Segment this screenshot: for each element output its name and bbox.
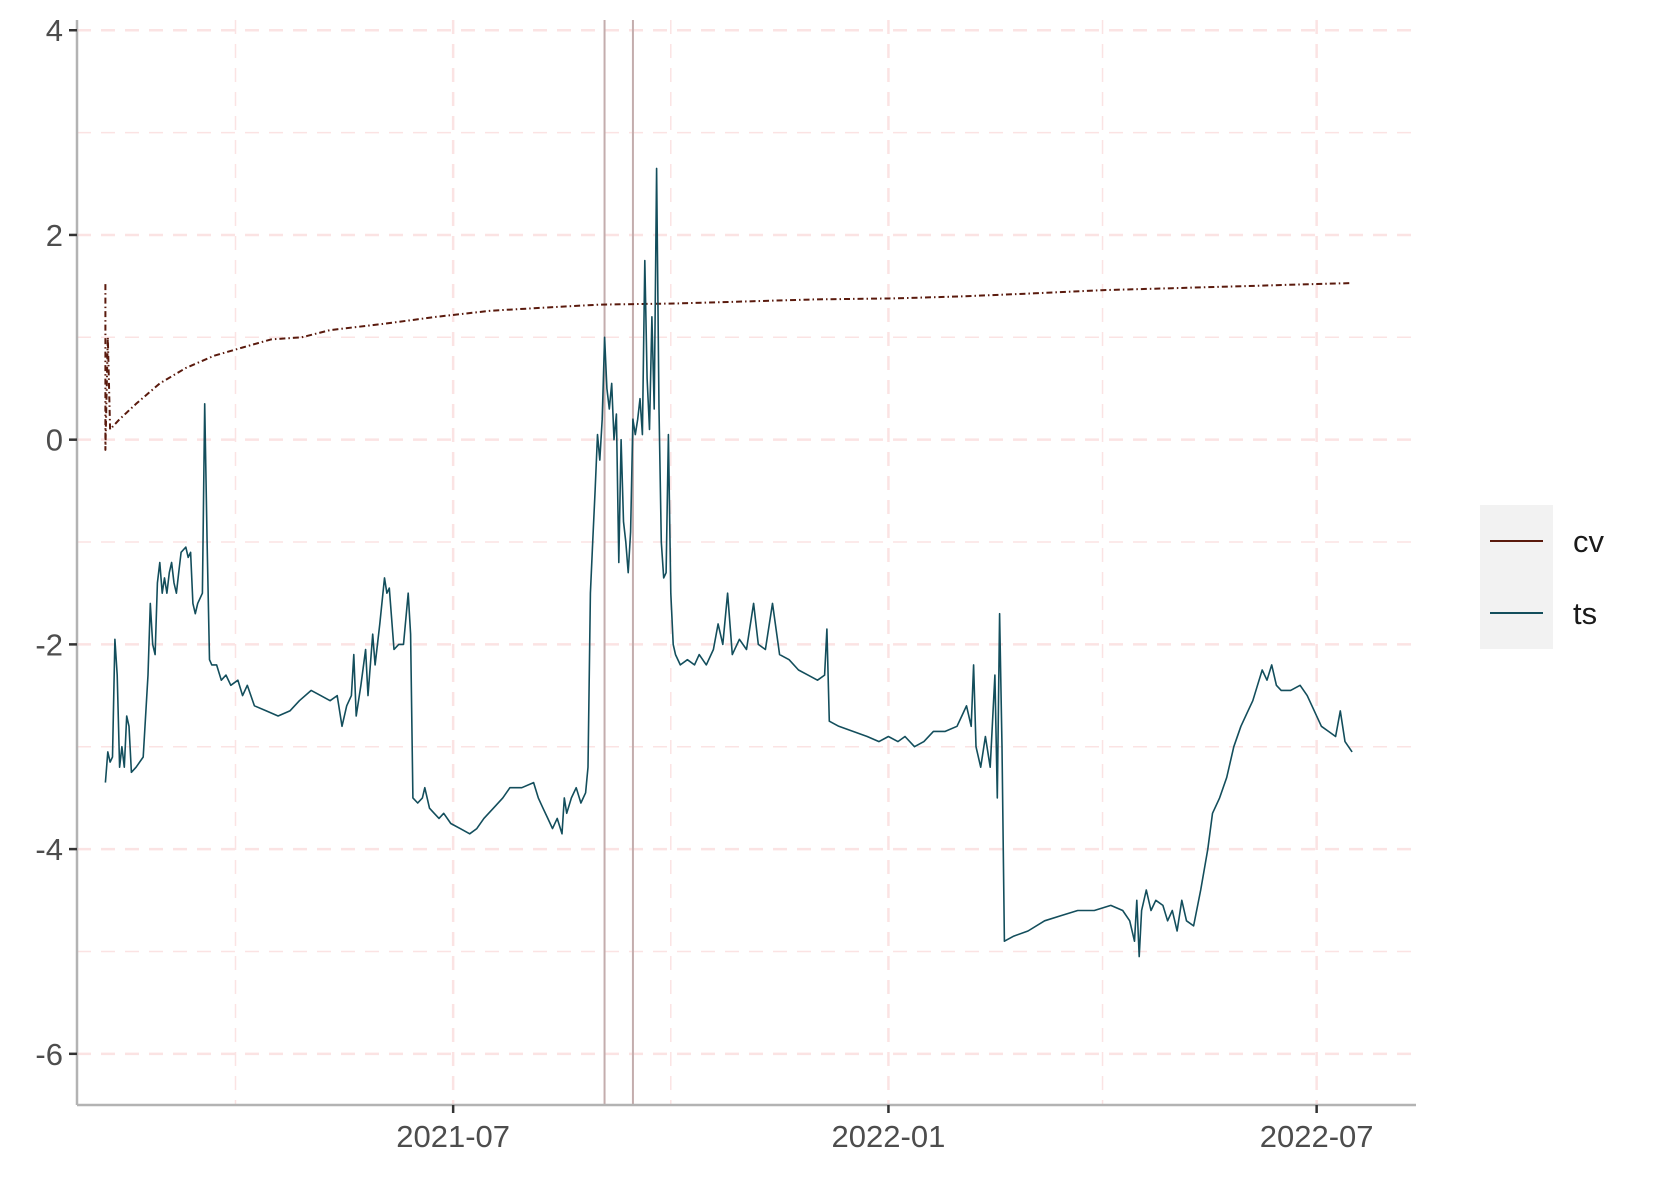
y-axis-ticks: 4 2 0 -2 -4 -6 bbox=[35, 13, 77, 1072]
x-tick-label: 2022-07 bbox=[1260, 1119, 1374, 1154]
y-tick-label: -4 bbox=[35, 832, 63, 867]
series-lines bbox=[104, 167, 1353, 958]
legend-key-background bbox=[1480, 505, 1553, 649]
series-line-cv bbox=[104, 282, 1353, 451]
legend: cv ts bbox=[1480, 505, 1605, 649]
x-tick-label: 2022-01 bbox=[832, 1119, 946, 1154]
minor-gridlines bbox=[77, 20, 1416, 1105]
x-axis-ticks: 2021-07 2022-01 2022-07 bbox=[396, 1105, 1374, 1154]
legend-label-ts: ts bbox=[1573, 596, 1597, 631]
y-tick-label: 2 bbox=[46, 218, 63, 253]
y-tick-label: 4 bbox=[46, 13, 63, 48]
y-tick-label: -2 bbox=[35, 627, 63, 662]
y-tick-label: 0 bbox=[46, 423, 63, 458]
x-tick-label: 2021-07 bbox=[396, 1119, 510, 1154]
series-line-ts bbox=[104, 167, 1353, 958]
axes bbox=[75, 20, 1416, 1107]
major-gridlines bbox=[77, 20, 1416, 1105]
reference-vertical-lines bbox=[603, 20, 634, 1105]
legend-label-cv: cv bbox=[1573, 524, 1605, 559]
y-tick-label: -6 bbox=[35, 1037, 63, 1072]
